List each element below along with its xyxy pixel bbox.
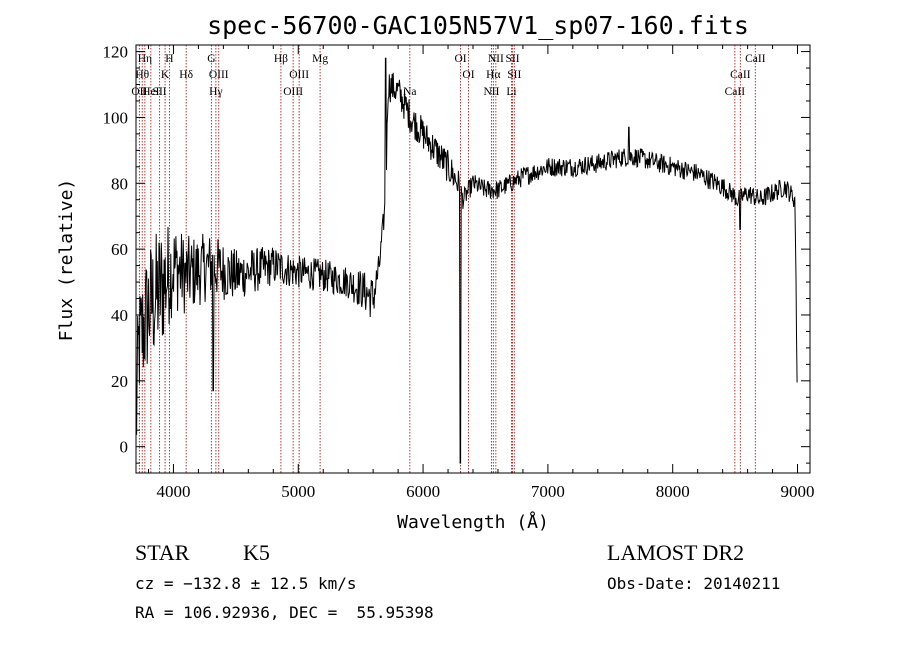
line-marker-label: HeI (142, 86, 159, 98)
line-marker-label: Mg (312, 53, 328, 65)
line-marker-label: Hγ (209, 86, 222, 98)
line-marker-label: CaII (730, 69, 751, 81)
line-marker-label: OIII (283, 86, 303, 98)
line-marker-label: Hα (486, 69, 500, 81)
line-marker-label: K (161, 69, 170, 81)
line-marker-label: Hθ (135, 69, 149, 81)
line-marker-labels: OIIHθHηHeISIIKHHδGHγOIIIHβOIIIOIIIMgNaOI… (131, 53, 765, 98)
x-axis-title: Wavelength (Å) (397, 511, 549, 533)
y-axis-title: Flux (relative) (56, 179, 77, 342)
line-marker-label: OI (462, 69, 474, 81)
x-tick-label: 6000 (406, 482, 440, 501)
line-marker-label: Hδ (179, 69, 193, 81)
redshift-velocity: cz = −132.8 ± 12.5 km/s (135, 574, 357, 593)
x-tick-label: 4000 (156, 482, 190, 501)
survey-name: LAMOST DR2 (607, 540, 745, 565)
line-marker-label: OI (454, 53, 466, 65)
y-tick-label: 80 (111, 174, 128, 193)
y-axis-ticks: 0 20 40 60 80 100 120 (103, 43, 810, 464)
y-tick-label: 40 (111, 306, 128, 325)
line-marker-label: NII (483, 86, 499, 98)
x-axis-ticks: 4000 5000 6000 7000 8000 9000 (147, 45, 815, 501)
line-marker-label: Hβ (274, 53, 288, 65)
line-marker-label: SII (507, 69, 521, 81)
spectrum-line (135, 57, 798, 464)
object-class: STAR (135, 540, 190, 565)
x-tick-label: 7000 (531, 482, 565, 501)
line-marker-label: OIII (209, 69, 229, 81)
object-subclass: K5 (243, 540, 270, 565)
line-marker-label: CaII (745, 53, 766, 65)
sky-coordinates: RA = 106.92936, DEC = 55.95398 (135, 603, 434, 622)
spectrum-series (135, 57, 798, 464)
line-marker-label: G (207, 53, 215, 65)
y-tick-label: 20 (111, 372, 128, 391)
line-marker-label: Li (506, 86, 516, 98)
chart-title: spec-56700-GAC105N57V1_sp07-160.fits (207, 11, 749, 40)
y-tick-label: 100 (103, 108, 129, 127)
y-tick-label: 120 (103, 43, 129, 62)
line-marker-label: SII (506, 53, 520, 65)
observation-date: Obs-Date: 20140211 (607, 574, 781, 593)
line-marker-label: CaII (725, 86, 746, 98)
y-tick-label: 60 (111, 240, 128, 259)
y-tick-label: 0 (120, 438, 129, 457)
line-marker-label: OIII (289, 69, 309, 81)
line-marker-label: SII (153, 86, 167, 98)
line-marker-label: H (165, 53, 173, 65)
line-marker-label: OII (131, 86, 147, 98)
line-marker-label: Hη (138, 53, 152, 65)
x-tick-label: 9000 (781, 482, 815, 501)
x-tick-label: 8000 (656, 482, 690, 501)
line-marker-label: NII (488, 53, 504, 65)
line-marker-label: Na (403, 86, 416, 98)
x-tick-label: 5000 (281, 482, 315, 501)
